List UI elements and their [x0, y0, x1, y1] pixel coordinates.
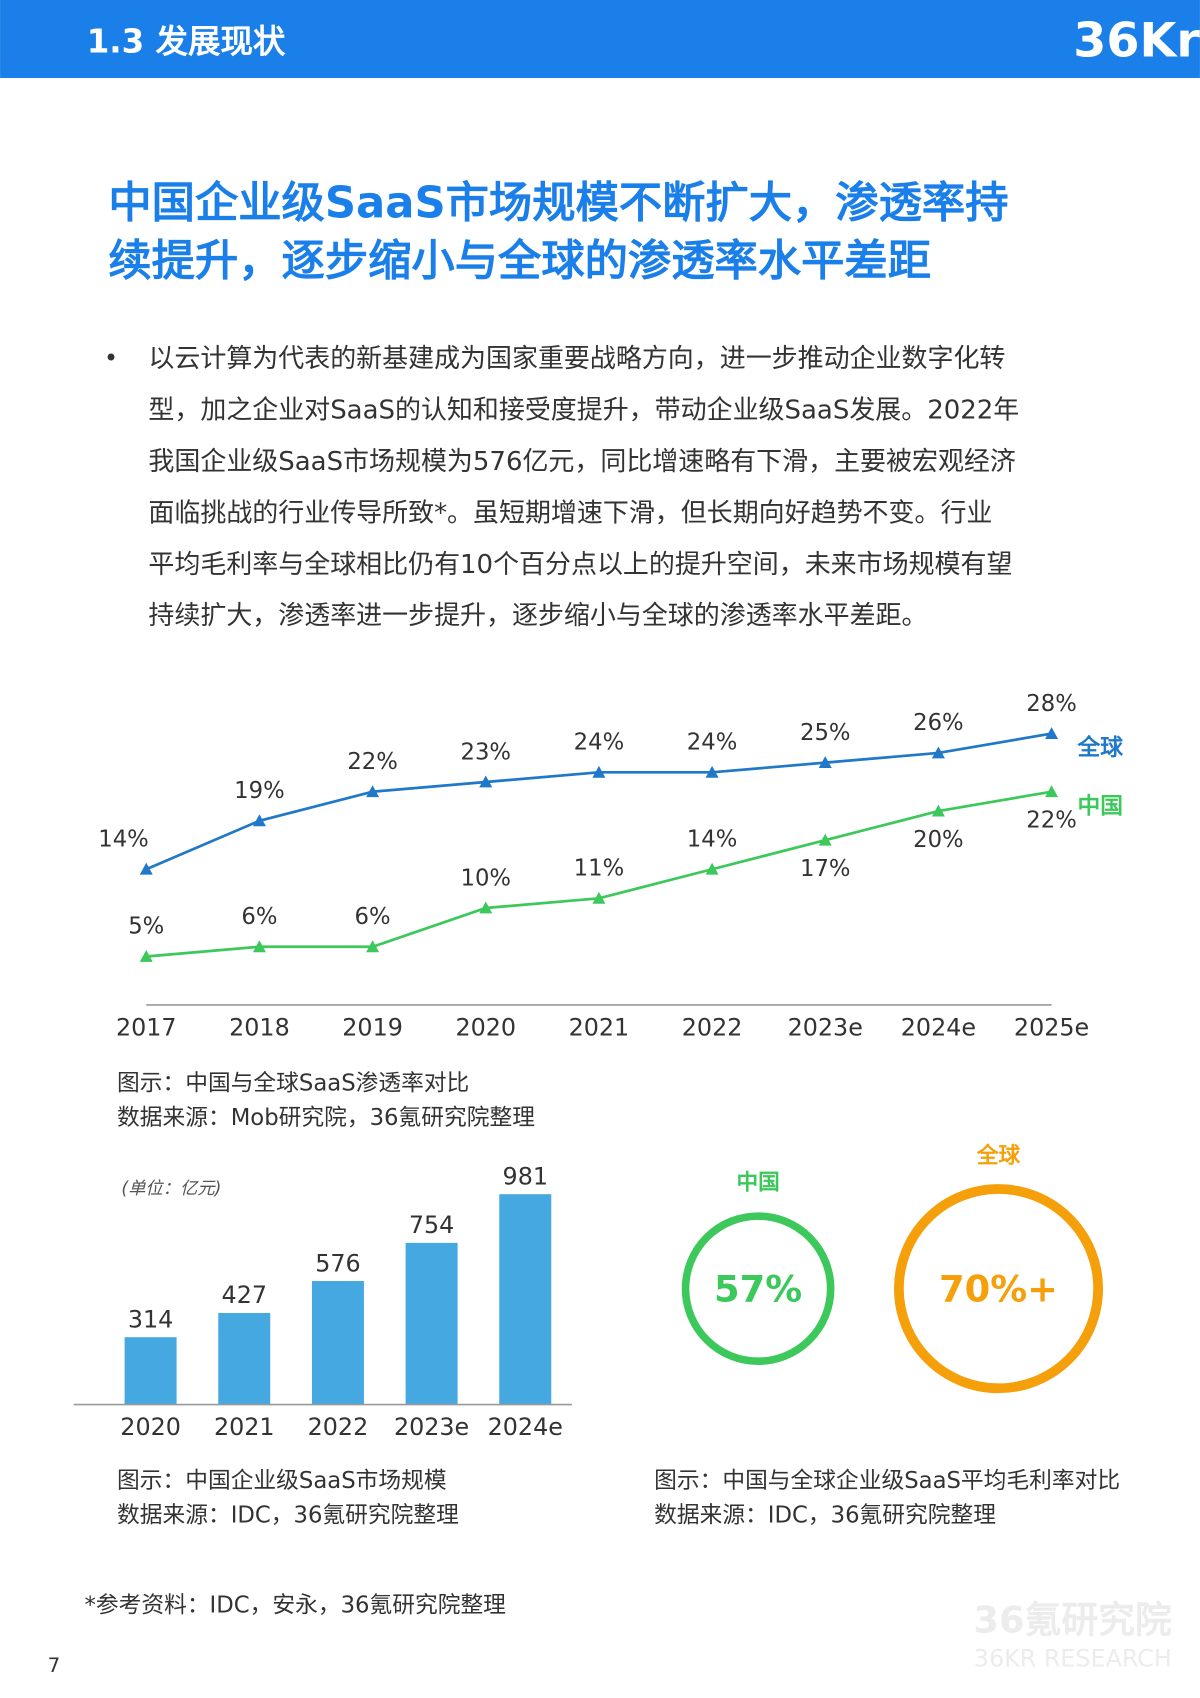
value-label: 23%: [460, 739, 511, 765]
value-label: 17%: [800, 856, 851, 882]
x-tick-label: 2022: [308, 1413, 369, 1441]
ring-value: 70%+: [939, 1267, 1058, 1310]
body-line: 型，加之企业对SaaS的认知和接受度提升，带动企业级SaaS发展。2022年: [148, 395, 1019, 425]
value-label: 576: [315, 1249, 360, 1277]
ring-value: 57%: [714, 1267, 802, 1310]
caption: 图示：中国企业级SaaS市场规模: [117, 1468, 447, 1494]
caption: 图示：中国与全球SaaS渗透率对比: [117, 1070, 469, 1096]
unit-label: (单位：亿元): [121, 1179, 221, 1199]
caption: 图示：中国与全球企业级SaaS平均毛利率对比: [654, 1468, 1120, 1494]
bar: [405, 1242, 458, 1405]
caption: 数据来源：Mob研究院，36氪研究院整理: [117, 1105, 535, 1131]
body-line: 持续扩大，渗透率进一步提升，逐步缩小与全球的渗透率水平差距。: [148, 601, 927, 631]
value-label: 19%: [234, 778, 285, 804]
value-label: 10%: [460, 865, 511, 891]
value-label: 24%: [574, 730, 625, 756]
marker: [818, 833, 832, 846]
marker: [931, 746, 945, 759]
x-tick-label: 2021: [569, 1013, 630, 1041]
marker: [705, 862, 719, 875]
header-bar: [0, 0, 1200, 78]
value-label: 24%: [687, 730, 738, 756]
value-label: 427: [222, 1281, 267, 1309]
marker: [1045, 727, 1059, 739]
x-tick-label: 2020: [120, 1413, 181, 1441]
ring: [681, 1212, 835, 1366]
x-tick-label: 2020: [455, 1013, 516, 1041]
value-label: 314: [128, 1305, 173, 1333]
bar: [499, 1194, 552, 1405]
x-tick-label: 2021: [214, 1413, 275, 1441]
ring-label: 全球: [976, 1143, 1021, 1169]
bar: [311, 1281, 364, 1405]
marker: [1045, 785, 1059, 798]
logo: 36Kr: [1073, 13, 1200, 68]
x-tick-label: 2017: [116, 1013, 177, 1041]
value-label: 981: [503, 1162, 548, 1190]
value-label: 14%: [98, 827, 149, 853]
ring-label: 中国: [736, 1171, 779, 1196]
x-tick-label: 2025e: [1014, 1013, 1089, 1041]
x-tick-label: 2018: [229, 1013, 290, 1041]
value-label: 28%: [1026, 691, 1077, 717]
caption: 数据来源：IDC，36氪研究院整理: [117, 1503, 459, 1529]
x-tick-label: 2024e: [901, 1013, 976, 1041]
value-label: 14%: [687, 827, 738, 853]
footnote: *参考资料：IDC，安永，36氪研究院整理: [85, 1592, 506, 1618]
watermark: 36氪研究院: [973, 1599, 1172, 1642]
marker: [592, 891, 606, 904]
value-label: 25%: [800, 720, 851, 746]
bar: [218, 1312, 271, 1405]
marker: [818, 756, 832, 769]
legend-label: 全球: [1077, 734, 1124, 761]
x-tick-label: 2019: [342, 1013, 403, 1041]
marker: [366, 785, 380, 798]
body-line: 面临挑战的行业传导所致*。虽短期增速下滑，但长期向好趋势不变。行业: [148, 498, 992, 528]
value-label: 6%: [241, 904, 277, 930]
section-title: 1.3 发展现状: [87, 22, 286, 60]
watermark: 36KR RESEARCH: [974, 1645, 1172, 1673]
marker: [366, 940, 380, 953]
value-label: 20%: [913, 827, 964, 853]
value-label: 22%: [1026, 807, 1077, 833]
x-tick-label: 2023e: [788, 1013, 863, 1041]
body-line: 平均毛利率与全球相比仍有10个百分点以上的提升空间，未来市场规模有望: [148, 550, 1012, 580]
marker: [705, 765, 719, 778]
bar: [124, 1337, 177, 1405]
marker: [139, 862, 153, 875]
marker: [139, 949, 153, 962]
headline: 中国企业级SaaS市场规模不断扩大，渗透率持: [108, 178, 1008, 228]
marker: [479, 775, 493, 788]
value-label: 11%: [574, 856, 625, 882]
ring: [894, 1184, 1104, 1394]
value-label: 26%: [913, 710, 964, 736]
bullet: •: [104, 344, 118, 372]
page-number: 7: [48, 1654, 60, 1677]
x-tick-label: 2023e: [394, 1413, 469, 1441]
headline: 续提升，逐步缩小与全球的渗透率水平差距: [108, 237, 931, 287]
x-tick-label: 2024e: [488, 1413, 563, 1441]
legend-label: 中国: [1078, 793, 1123, 819]
caption: 数据来源：IDC，36氪研究院整理: [654, 1503, 996, 1529]
body-line: 我国企业级SaaS市场规模为576亿元，同比增速略有下滑，主要被宏观经济: [148, 447, 1015, 477]
marker: [931, 804, 945, 817]
marker: [252, 940, 266, 953]
value-label: 754: [409, 1211, 454, 1239]
value-label: 6%: [355, 904, 391, 930]
body-line: 以云计算为代表的新基建成为国家重要战略方向，进一步推动企业数字化转: [148, 344, 1005, 374]
x-tick-label: 2022: [682, 1013, 743, 1041]
marker: [479, 901, 493, 914]
value-label: 22%: [347, 749, 398, 775]
marker: [252, 814, 266, 827]
marker: [592, 765, 606, 778]
value-label: 5%: [128, 914, 164, 940]
